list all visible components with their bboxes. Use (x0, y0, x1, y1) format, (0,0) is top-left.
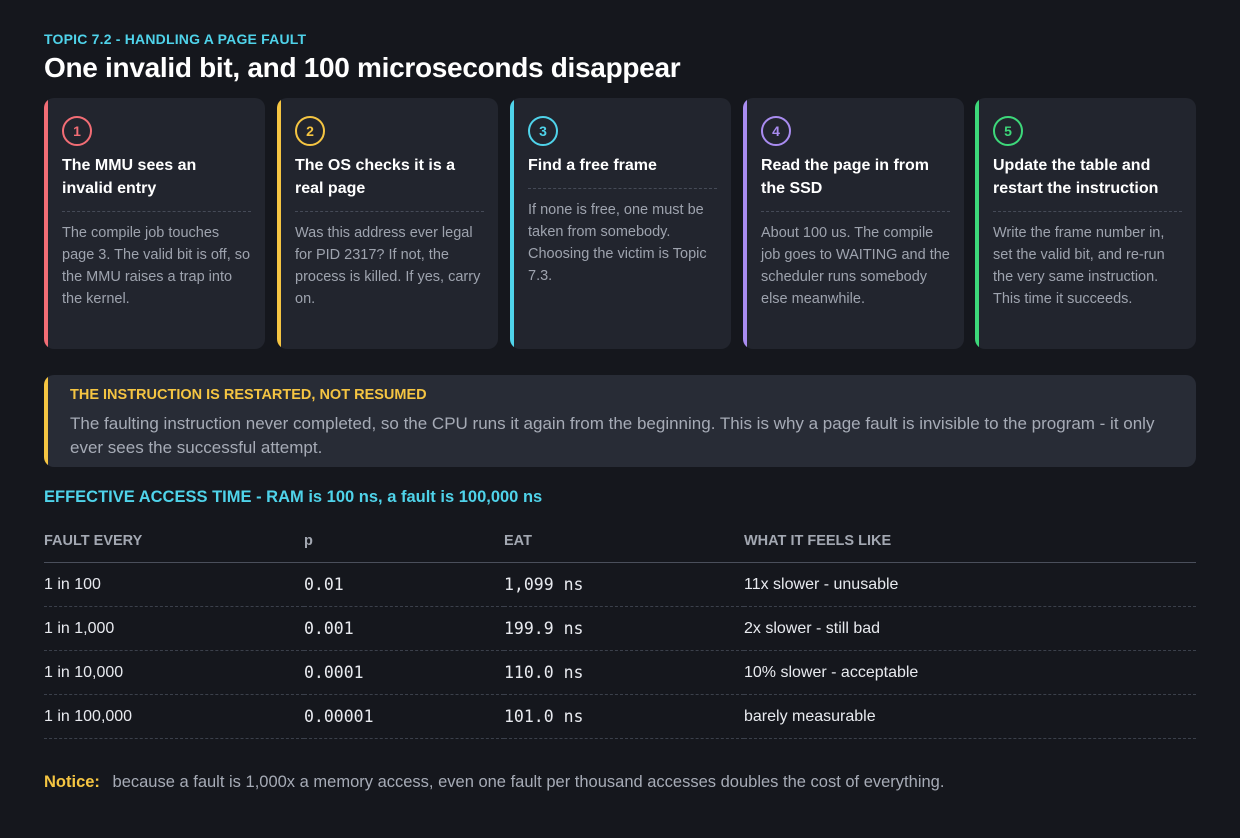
eat-table: FAULT EVERY p EAT WHAT IT FEELS LIKE 1 i… (44, 519, 1196, 739)
fault-every-cell: 1 in 100 (44, 562, 304, 607)
step-body: If none is free, one must be taken from … (528, 202, 707, 284)
topic-label: TOPIC 7.2 - HANDLING A PAGE FAULT (44, 31, 307, 47)
step-accent-bar (510, 98, 514, 349)
step-number-badge: 2 (295, 116, 325, 146)
notice-line: Notice: because a fault is 1,000x a memo… (44, 773, 944, 792)
step-number-badge: 5 (993, 116, 1023, 146)
p-cell: 0.00001 (304, 694, 504, 739)
step-title: Read the page in from the SSD (761, 154, 950, 212)
steps-row: 1 The MMU sees an invalid entry The comp… (44, 98, 1196, 349)
callout-text: The faulting instruction never completed… (70, 414, 1155, 457)
step-number-badge: 3 (528, 116, 558, 146)
eat-cell: 101.0 ns (504, 694, 744, 739)
column-header-eat: EAT (504, 519, 744, 563)
callout-accent-bar (44, 375, 48, 467)
p-cell: 0.0001 (304, 650, 504, 695)
table-row: 1 in 1,000 0.001 199.9 ns 2x slower - st… (44, 606, 1196, 651)
p-cell: 0.001 (304, 606, 504, 651)
step-title: The MMU sees an invalid entry (62, 154, 251, 212)
step-number-badge: 4 (761, 116, 791, 146)
fault-every-cell: 1 in 100,000 (44, 694, 304, 739)
table-row: 1 in 100 0.01 1,099 ns 11x slower - unus… (44, 562, 1196, 607)
table-row: 1 in 10,000 0.0001 110.0 ns 10% slower -… (44, 650, 1196, 695)
eat-section-title: EFFECTIVE ACCESS TIME - RAM is 100 ns, a… (44, 488, 543, 506)
fault-every-cell: 1 in 1,000 (44, 606, 304, 651)
step-accent-bar (743, 98, 747, 349)
notice-label: Notice: (44, 773, 100, 791)
step-card-5: 5 Update the table and restart the instr… (975, 98, 1196, 349)
step-accent-bar (44, 98, 48, 349)
callout-heading: THE INSTRUCTION IS RESTARTED, NOT RESUME… (70, 387, 427, 403)
step-title: The OS checks it is a real page (295, 154, 484, 212)
feels-like-cell: barely measurable (744, 694, 1196, 739)
column-header-p: p (304, 519, 504, 563)
feels-like-cell: 11x slower - unusable (744, 562, 1196, 607)
step-title: Find a free frame (528, 154, 717, 189)
notice-text: because a fault is 1,000x a memory acces… (112, 773, 945, 791)
step-card-2: 2 The OS checks it is a real page Was th… (277, 98, 498, 349)
step-accent-bar (975, 98, 979, 349)
table-row: 1 in 100,000 0.00001 101.0 ns barely mea… (44, 694, 1196, 739)
feels-like-cell: 10% slower - acceptable (744, 650, 1196, 695)
step-body: Was this address ever legal for PID 2317… (295, 225, 481, 307)
step-body: Write the frame number in, set the valid… (993, 225, 1165, 307)
step-number-badge: 1 (62, 116, 92, 146)
eat-cell: 1,099 ns (504, 562, 744, 607)
step-accent-bar (277, 98, 281, 349)
step-title: Update the table and restart the instruc… (993, 154, 1182, 212)
table-header-row: FAULT EVERY p EAT WHAT IT FEELS LIKE (44, 519, 1196, 563)
step-card-1: 1 The MMU sees an invalid entry The comp… (44, 98, 265, 349)
fault-every-cell: 1 in 10,000 (44, 650, 304, 695)
step-body: About 100 us. The compile job goes to WA… (761, 225, 950, 307)
column-header-feels-like: WHAT IT FEELS LIKE (744, 519, 1196, 563)
restart-callout: THE INSTRUCTION IS RESTARTED, NOT RESUME… (44, 375, 1196, 467)
p-cell: 0.01 (304, 562, 504, 607)
column-header-fault-every: FAULT EVERY (44, 519, 304, 563)
step-card-3: 3 Find a free frame If none is free, one… (510, 98, 731, 349)
eat-cell: 110.0 ns (504, 650, 744, 695)
step-card-4: 4 Read the page in from the SSD About 10… (743, 98, 964, 349)
feels-like-cell: 2x slower - still bad (744, 606, 1196, 651)
step-body: The compile job touches page 3. The vali… (62, 225, 251, 307)
page-title: One invalid bit, and 100 microseconds di… (44, 52, 681, 83)
eat-cell: 199.9 ns (504, 606, 744, 651)
